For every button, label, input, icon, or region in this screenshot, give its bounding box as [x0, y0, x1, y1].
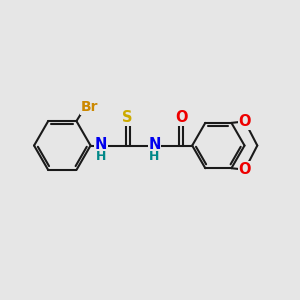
Text: O: O — [238, 114, 251, 129]
Text: S: S — [122, 110, 133, 125]
Text: H: H — [96, 150, 106, 163]
Text: H: H — [149, 150, 160, 163]
Text: O: O — [175, 110, 188, 125]
Text: O: O — [238, 162, 251, 177]
Text: Br: Br — [81, 100, 99, 114]
Text: N: N — [95, 137, 107, 152]
Text: N: N — [148, 137, 160, 152]
